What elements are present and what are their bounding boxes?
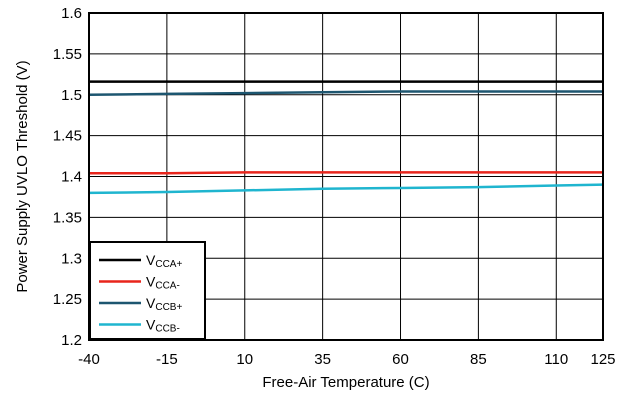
x-tick-label: 85	[470, 351, 487, 368]
series-line-ccbplus	[88, 90, 603, 96]
x-tick-label: -15	[156, 351, 178, 368]
y-tick-label: 1.3	[61, 250, 82, 267]
x-tick-label: -40	[78, 351, 100, 368]
y-tick-label: 1.45	[53, 128, 82, 145]
x-tick-label: 110	[544, 351, 568, 368]
y-tick-label: 1.55	[53, 46, 82, 63]
legend-label: VCCB+	[146, 295, 182, 313]
y-tick-label: 1.35	[53, 209, 82, 226]
y-tick-label: 1.4	[61, 169, 82, 186]
plot-frame	[88, 12, 604, 341]
series-line-ccbminus	[88, 183, 604, 195]
legend-label: VCCA+	[146, 252, 182, 270]
series-line-ccaminus	[89, 171, 603, 175]
x-axis-title: Free-Air Temperature (C)	[262, 374, 429, 391]
y-tick-labels: 1.2 1.25 1.3 1.35 1.4 1.45 1.5 1.55 1.6	[53, 5, 82, 349]
y-tick-label: 1.2	[61, 332, 82, 349]
x-tick-label: 125	[590, 351, 615, 368]
x-tick-label: 60	[392, 351, 409, 368]
y-axis-title: Power Supply UVLO Threshold (V)	[14, 60, 31, 292]
series-lines	[88, 80, 604, 195]
legend-label: VCCA-	[146, 274, 180, 292]
legend: VCCA+ VCCA- VCCB+ VCCB-	[89, 241, 206, 340]
y-tick-label: 1.5	[61, 87, 82, 104]
y-tick-label: 1.6	[61, 5, 82, 22]
x-tick-label: 10	[236, 351, 253, 368]
x-tick-labels: -40 -15 10 35 60 85 110 125	[78, 351, 615, 368]
legend-box	[89, 241, 206, 340]
legend-label: VCCB-	[146, 317, 180, 335]
y-tick-label: 1.25	[53, 291, 82, 308]
x-tick-label: 35	[314, 351, 331, 368]
